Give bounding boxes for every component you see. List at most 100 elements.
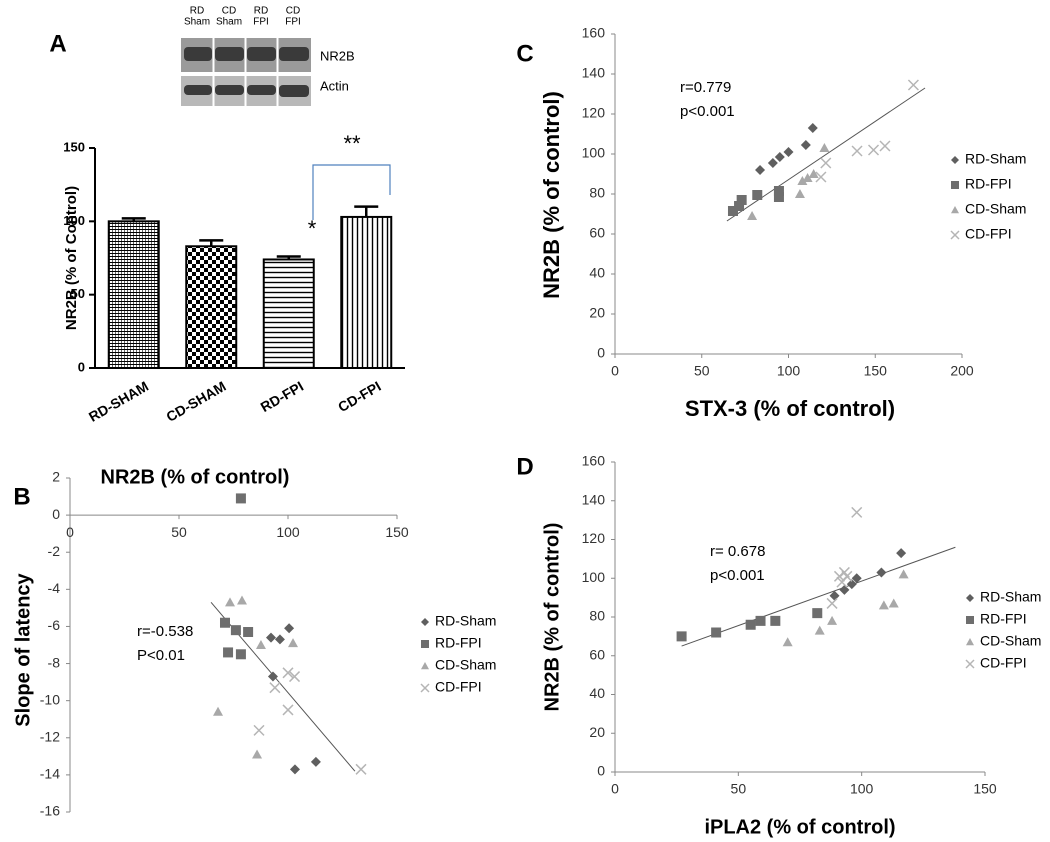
y-tick-label: 40	[589, 685, 605, 701]
point	[235, 649, 246, 660]
y-tick-label: 0	[597, 345, 605, 361]
legend-marker	[965, 659, 975, 669]
legend-label: RD-Sham	[980, 589, 1041, 605]
x-tick-label: 50	[731, 781, 747, 797]
bar	[262, 258, 315, 370]
x-tick-label: 100	[777, 363, 801, 379]
point	[230, 625, 241, 636]
legend-label: CD-FPI	[965, 226, 1012, 242]
point	[826, 597, 838, 609]
point	[243, 627, 254, 638]
band-label: NR2B	[320, 48, 355, 63]
annotation: p<0.001	[710, 567, 765, 584]
x-tick-label: CD-SHAM	[163, 378, 228, 425]
point	[355, 763, 367, 775]
point	[896, 548, 907, 559]
legend-marker	[966, 638, 974, 646]
legend-label: RD-FPI	[965, 176, 1012, 192]
chart-title: NR2B (% of control)	[101, 466, 290, 488]
point	[265, 632, 276, 643]
point	[755, 165, 766, 175]
point	[282, 704, 294, 716]
point	[888, 598, 899, 608]
y-tick-label: 80	[589, 608, 605, 624]
point	[841, 570, 853, 582]
point	[711, 627, 722, 638]
error-bar	[354, 205, 379, 217]
annotation: *	[308, 216, 317, 241]
point	[252, 749, 263, 759]
lane-label: FPI	[285, 17, 301, 28]
legend-marker	[421, 662, 429, 670]
point	[851, 506, 863, 518]
legend-label: RD-FPI	[435, 635, 482, 651]
y-tick-label: -8	[48, 654, 61, 670]
x-tick-label: 150	[385, 524, 409, 540]
point	[851, 573, 862, 584]
y-axis-label: Slope of latency	[12, 572, 34, 726]
bar	[107, 220, 160, 369]
y-tick-label: 50	[71, 286, 85, 301]
x-tick-label: RD-FPI	[258, 378, 306, 415]
lane-label: CD	[286, 6, 300, 17]
legend-marker	[421, 640, 429, 648]
y-tick-label: -6	[48, 617, 61, 633]
y-axis-label: NR2B (% of Control)	[63, 186, 80, 330]
point	[289, 671, 301, 683]
lane-label: Sham	[216, 17, 242, 28]
legend-marker	[951, 156, 959, 164]
point	[253, 724, 265, 736]
band-label: Actin	[320, 78, 349, 93]
annotation: r=-0.538	[137, 623, 193, 640]
legend-marker	[421, 618, 429, 626]
point	[747, 211, 758, 220]
y-tick-label: 0	[597, 763, 605, 779]
lane-label: CD	[222, 6, 236, 17]
point	[898, 569, 909, 579]
point	[282, 667, 294, 679]
y-tick-label: -14	[40, 766, 60, 782]
annotation: **	[343, 131, 361, 156]
y-tick-label: 160	[582, 453, 606, 469]
x-tick-label: 0	[611, 781, 619, 797]
panel-label: C	[516, 40, 533, 67]
point	[213, 706, 224, 716]
y-tick-label: -10	[40, 691, 60, 707]
panel-label: B	[13, 483, 30, 510]
point	[755, 615, 766, 626]
annotation: P<0.01	[137, 647, 185, 664]
point	[819, 143, 830, 152]
y-tick-label: 160	[582, 25, 606, 41]
point	[752, 190, 763, 200]
x-tick-label: 200	[950, 363, 974, 379]
point	[288, 638, 299, 648]
y-tick-label: 0	[78, 359, 85, 374]
y-tick-label: -16	[40, 803, 60, 819]
annotation: p<0.001	[680, 103, 735, 120]
lane-label: Sham	[184, 17, 210, 28]
y-tick-label: 2	[52, 469, 60, 485]
point	[274, 634, 285, 645]
annotation: r= 0.678	[710, 543, 765, 560]
significance-bracket	[312, 164, 391, 220]
y-tick-label: -4	[48, 580, 61, 596]
y-tick-label: 150	[63, 139, 85, 154]
legend-marker	[950, 230, 960, 240]
point	[284, 623, 295, 634]
panel-label: A	[49, 30, 66, 57]
legend-marker	[420, 683, 430, 693]
point	[907, 79, 919, 91]
y-tick-label: -2	[48, 543, 61, 559]
western-blot	[181, 38, 311, 106]
point	[797, 176, 808, 185]
x-tick-label: 50	[171, 524, 187, 540]
point	[876, 567, 887, 578]
point	[783, 147, 794, 157]
y-axis-label: NR2B (% of control)	[541, 523, 563, 712]
legend-marker	[966, 594, 974, 602]
y-tick-label: 60	[589, 646, 605, 662]
x-tick-label: 0	[66, 524, 74, 540]
point	[269, 682, 281, 694]
point	[829, 590, 840, 601]
x-tick-label: CD-FPI	[335, 378, 383, 415]
